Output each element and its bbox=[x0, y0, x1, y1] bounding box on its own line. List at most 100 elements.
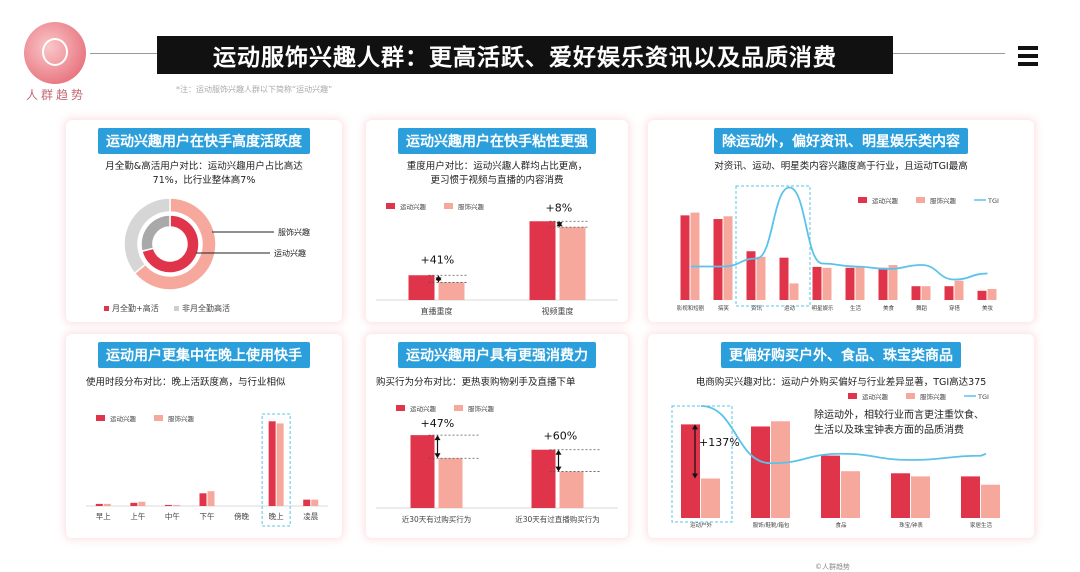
hamburger-menu-icon[interactable] bbox=[1018, 46, 1038, 68]
bar bbox=[944, 286, 954, 300]
arrow-head bbox=[556, 222, 563, 228]
bar bbox=[756, 256, 766, 300]
legend-swatch bbox=[396, 405, 405, 411]
card-spending-power: 运动兴趣用户具有更强消费力 购买行为分布对比：更热衷购物剁手及直播下单 运动兴趣… bbox=[366, 334, 628, 538]
card-subtitle: 购买行为分布对比：更热衷购物剁手及直播下单 bbox=[376, 376, 576, 390]
x-tick-label: 运动 bbox=[784, 304, 796, 312]
bar bbox=[559, 471, 584, 508]
bar bbox=[987, 288, 997, 300]
bar bbox=[95, 503, 103, 506]
arrow-head bbox=[692, 473, 698, 479]
bar bbox=[531, 449, 556, 508]
subtitle-line: 71%，比行业整体高7% bbox=[152, 175, 256, 186]
card-subtitle: 重度用户对比：运动兴趣人群均占比更高， 更习惯于视频与直播的内容消费 bbox=[376, 160, 618, 188]
highlight-box bbox=[735, 185, 811, 307]
logo bbox=[24, 22, 86, 84]
legend-label: 运动兴趣 bbox=[400, 202, 427, 211]
header-divider-left bbox=[90, 53, 160, 54]
x-tick-label: 明星娱乐 bbox=[811, 304, 834, 312]
legend-label: 服饰兴趣 bbox=[458, 202, 485, 211]
highlight-box bbox=[261, 413, 291, 527]
footer-text: ©人群趋势 bbox=[815, 563, 850, 571]
subtitle-line: 电商购买兴趣对比：运动户外购买偏好与行业差异显著，TGI高达375 bbox=[695, 377, 987, 388]
x-tick-label: 下午 bbox=[200, 511, 215, 521]
bar bbox=[138, 501, 146, 506]
subtitle-line: 重度用户对比：运动兴趣人群均占比更高， bbox=[406, 161, 588, 172]
bar bbox=[789, 283, 799, 300]
x-tick-label: 视频重度 bbox=[542, 306, 574, 316]
bar bbox=[961, 476, 980, 518]
donut-slice bbox=[141, 214, 200, 274]
arrow-head bbox=[434, 435, 441, 441]
bar bbox=[821, 455, 840, 518]
header-note: *注：运动服饰兴趣人群以下简称“运动兴趣” bbox=[176, 85, 333, 94]
bar bbox=[681, 424, 700, 518]
bar bbox=[888, 265, 898, 300]
legend-swatch bbox=[848, 393, 857, 399]
x-tick-label: 珠宝/钟表 bbox=[899, 521, 923, 529]
bar bbox=[311, 499, 319, 506]
subtitle-line: 月全勤&高活用户对比：运动兴趣用户占比高达 bbox=[105, 161, 303, 172]
diff-label: +8% bbox=[546, 201, 573, 214]
legend-swatch bbox=[104, 306, 109, 311]
legend-label: 月全勤+高活 bbox=[112, 303, 159, 313]
bar bbox=[812, 266, 822, 300]
bar-line-chart: 运动兴趣 服饰兴趣 TGI 运动户外 服饰/鞋靴/箱包 食品 珠宝/钟表 家居生活 +137% bbox=[671, 392, 1000, 529]
x-tick-label: 美食 bbox=[883, 304, 895, 312]
legend-label: TGI bbox=[987, 197, 999, 205]
x-tick-label: 近30天有过直播购买行为 bbox=[515, 514, 600, 524]
legend-label: 服饰兴趣 bbox=[920, 392, 947, 401]
x-tick-label: 运动户外 bbox=[690, 521, 713, 529]
chart-annotation: 除运动外，相较行业而言更注重饮食、 生活以及珠宝钟表方面的品质消费 bbox=[814, 408, 984, 438]
bar bbox=[103, 503, 111, 506]
annotation-line: 除运动外，相较行业而言更注重饮食、 bbox=[814, 410, 984, 421]
bar bbox=[529, 221, 556, 300]
x-tick-label: 晚上 bbox=[269, 511, 284, 521]
arrow-head bbox=[555, 466, 562, 472]
diff-label: +41% bbox=[421, 253, 455, 266]
x-tick-label: 凌晨 bbox=[303, 511, 318, 521]
bar bbox=[771, 421, 790, 518]
bar bbox=[713, 219, 723, 300]
x-tick-label: 近30天有过购买行为 bbox=[402, 514, 472, 524]
annotation-line: 生活以及珠宝钟表方面的品质消费 bbox=[814, 425, 964, 436]
diff-label: +60% bbox=[544, 430, 578, 443]
subtitle-line: 购买行为分布对比：更热衷购物剁手及直播下单 bbox=[376, 377, 576, 388]
legend-swatch bbox=[454, 405, 463, 411]
page-title: 运动服饰兴趣人群：更高活跃、爱好娱乐资讯以及品质消费 bbox=[157, 36, 893, 74]
ring-label: 运动兴趣 bbox=[274, 248, 306, 258]
bar bbox=[723, 216, 733, 300]
bar bbox=[921, 286, 931, 300]
donut-slice bbox=[123, 197, 171, 275]
bar-line-chart: 运动兴趣 服饰兴趣 TGI 影视和短剧 搞笑 资讯 运动 明星娱乐 生活 美食 舞蹈 穿搭 美妆 bbox=[677, 185, 999, 312]
bar bbox=[690, 212, 700, 300]
bar bbox=[680, 215, 690, 300]
bar bbox=[172, 504, 180, 506]
card-title: 除运动外，偏好资讯、明星娱乐类内容 bbox=[714, 128, 968, 154]
card-subtitle: 电商购买兴趣对比：运动户外购买偏好与行业差异显著，TGI高达375 bbox=[658, 376, 1024, 390]
bar bbox=[199, 493, 207, 506]
card-title: 运动兴趣用户具有更强消费力 bbox=[398, 342, 596, 368]
legend-label: 非月全勤高活 bbox=[182, 303, 230, 313]
bar bbox=[559, 227, 586, 300]
bar bbox=[164, 504, 172, 506]
bar bbox=[841, 471, 860, 518]
bar bbox=[911, 286, 921, 300]
bar bbox=[746, 251, 756, 300]
subtitle-line: 使用时段分布对比：晚上活跃度高，与行业相似 bbox=[86, 377, 286, 388]
card-title: 运动兴趣用户在快手粘性更强 bbox=[398, 128, 596, 154]
bar bbox=[438, 282, 465, 300]
legend-label: 运动兴趣 bbox=[110, 414, 137, 423]
diff-label: +47% bbox=[421, 417, 455, 430]
x-tick-label: 直播重度 bbox=[421, 306, 453, 316]
x-tick-label: 食品 bbox=[835, 521, 847, 529]
bar bbox=[701, 478, 720, 518]
legend-swatch bbox=[858, 197, 867, 203]
x-tick-label: 中午 bbox=[165, 511, 180, 521]
bar bbox=[779, 257, 789, 300]
legend-label: TGI bbox=[977, 393, 989, 401]
bar bbox=[911, 476, 930, 518]
donut-slice bbox=[140, 214, 171, 253]
bar bbox=[977, 290, 987, 300]
